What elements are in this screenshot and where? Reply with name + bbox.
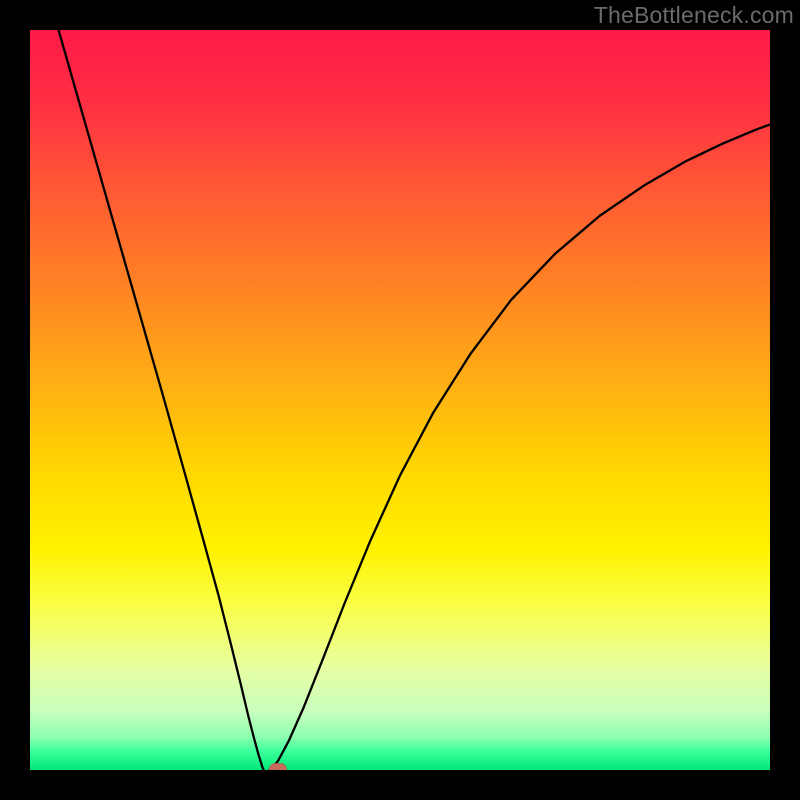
bottleneck-curve-chart	[0, 0, 800, 800]
watermark-text: TheBottleneck.com	[594, 2, 794, 29]
plot-background-gradient	[30, 30, 770, 770]
chart-stage: TheBottleneck.com	[0, 0, 800, 800]
